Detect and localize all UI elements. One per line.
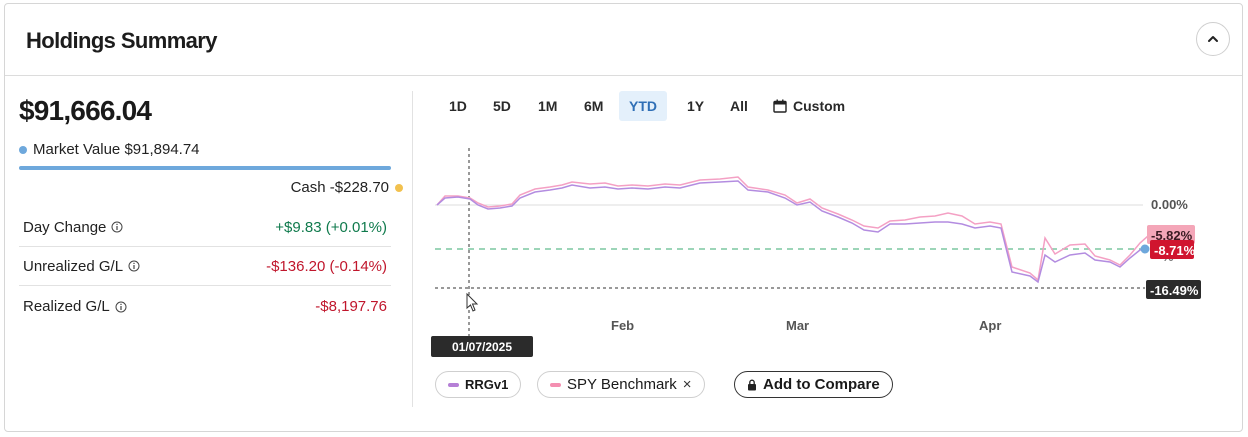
cash-row: Cash -$228.70	[291, 179, 403, 196]
market-value-dot	[19, 145, 27, 154]
y-label-zero: 0.00%	[1151, 197, 1188, 212]
info-icon[interactable]	[111, 221, 123, 233]
range-6m[interactable]: 6M	[584, 98, 604, 114]
lock-icon	[748, 379, 756, 390]
day-change-label: Day Change	[23, 218, 107, 236]
rrgv1-label: RRGv1	[465, 377, 509, 392]
allocation-bar	[19, 166, 391, 170]
cash-amount: -$228.70	[329, 179, 389, 196]
market-value-label: Market Value	[33, 141, 121, 158]
day-change-value: +$9.83 (+0.01%)	[275, 218, 387, 236]
total-value: $91,666.04	[19, 95, 152, 126]
current-value-marker	[1140, 244, 1150, 254]
remove-benchmark-icon[interactable]: ×	[682, 376, 692, 393]
cash-label: Cash	[290, 179, 326, 196]
hover-date-badge: 01/07/2025	[431, 336, 533, 357]
hover-value-badge	[1146, 280, 1201, 299]
range-1d[interactable]: 1D	[449, 98, 467, 114]
x-tick-label: Mar	[786, 318, 809, 333]
x-tick-label: Feb	[611, 318, 634, 333]
chevron-up-icon	[1208, 36, 1218, 42]
spy-value-badge	[1147, 225, 1195, 244]
market-value-amount: $91,894.74	[124, 141, 200, 158]
unrealized-gl-value: -$136.20 (-0.14%)	[266, 257, 387, 275]
series-line-spy-benchmark	[436, 176, 1149, 282]
spy-value-label: -5.82%	[1151, 228, 1193, 243]
page-title: Holdings Summary	[26, 28, 217, 53]
rrg-value-badge	[1150, 240, 1194, 259]
day-change-row: Day Change +$9.83 (+0.01%)	[19, 208, 391, 247]
spy-label: SPY Benchmark	[567, 376, 677, 393]
series-line-rrgv1	[436, 180, 1146, 284]
legend-chip-rrgv1[interactable]: RRGv1	[435, 371, 522, 398]
cash-dot	[395, 183, 403, 192]
realized-gl-row: Realized G/L -$8,197.76	[19, 287, 391, 326]
hover-value-label: -16.49%	[1150, 283, 1199, 298]
info-icon[interactable]	[115, 301, 127, 313]
spy-swatch	[550, 382, 561, 387]
range-1y[interactable]: 1Y	[687, 98, 705, 114]
unrealized-gl-row: Unrealized G/L -$136.20 (-0.14%)	[19, 247, 391, 286]
add-to-compare-label: Add to Compare	[763, 376, 880, 393]
market-value-row: Market Value $91,894.74	[19, 141, 200, 158]
collapse-button[interactable]	[1196, 22, 1230, 56]
realized-gl-value: -$8,197.76	[315, 298, 387, 315]
rrg-value-label: -8.71%	[1154, 243, 1196, 258]
cursor-icon	[466, 292, 479, 312]
unrealized-gl-label: Unrealized G/L	[23, 257, 124, 275]
card-header: Holdings Summary	[5, 4, 1242, 76]
legend-chip-spy-benchmark[interactable]: SPY Benchmark ×	[537, 371, 705, 398]
range-custom[interactable]: Custom	[763, 91, 855, 121]
x-tick-label: Apr	[979, 318, 1001, 333]
add-to-compare-button[interactable]: Add to Compare	[734, 371, 893, 398]
holdings-summary-card: Holdings Summary	[4, 3, 1243, 432]
calendar-icon	[773, 99, 787, 113]
section-divider	[412, 91, 413, 407]
range-all[interactable]: All	[730, 98, 748, 114]
range-5d[interactable]: 5D	[493, 98, 511, 114]
info-icon[interactable]	[128, 260, 140, 272]
range-1m[interactable]: 1M	[538, 98, 558, 114]
range-ytd[interactable]: YTD	[619, 91, 667, 121]
realized-gl-label: Realized G/L	[23, 298, 110, 315]
range-custom-label: Custom	[793, 98, 846, 114]
rrgv1-swatch	[448, 382, 459, 387]
